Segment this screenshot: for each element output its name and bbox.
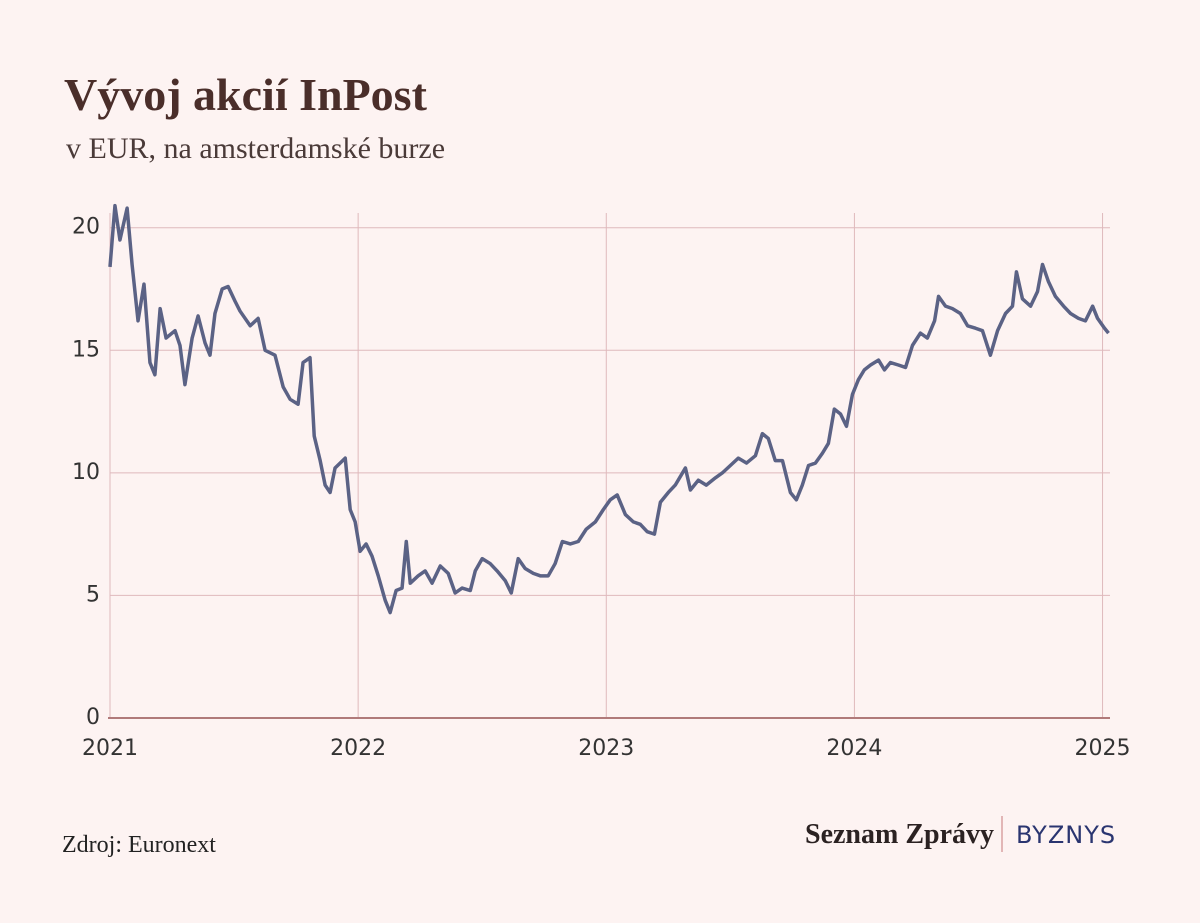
x-tick-label: 2021	[82, 736, 138, 761]
chart-title: Vývoj akcií InPost	[64, 69, 428, 120]
y-tick-label: 10	[72, 460, 100, 485]
x-tick-label: 2022	[330, 736, 386, 761]
y-tick-label: 20	[72, 215, 100, 240]
y-tick-label: 0	[86, 705, 100, 730]
brand-name: Seznam Zprávy	[805, 819, 994, 850]
brand-section: BYZNYS	[1016, 821, 1116, 849]
x-tick-label: 2025	[1075, 736, 1131, 761]
plot-area: 0 5 10 15 20 2021 2022 2023 2024 2025	[72, 203, 1131, 761]
chart-subtitle: v EUR, na amsterdamské burze	[66, 132, 445, 165]
x-tick-label: 2024	[826, 736, 882, 761]
y-tick-label: 15	[72, 337, 100, 362]
x-tick-label: 2023	[578, 736, 634, 761]
series-line	[108, 203, 1110, 615]
source: Zdroj: Euronext	[62, 832, 216, 858]
y-tick-label: 5	[86, 582, 100, 607]
